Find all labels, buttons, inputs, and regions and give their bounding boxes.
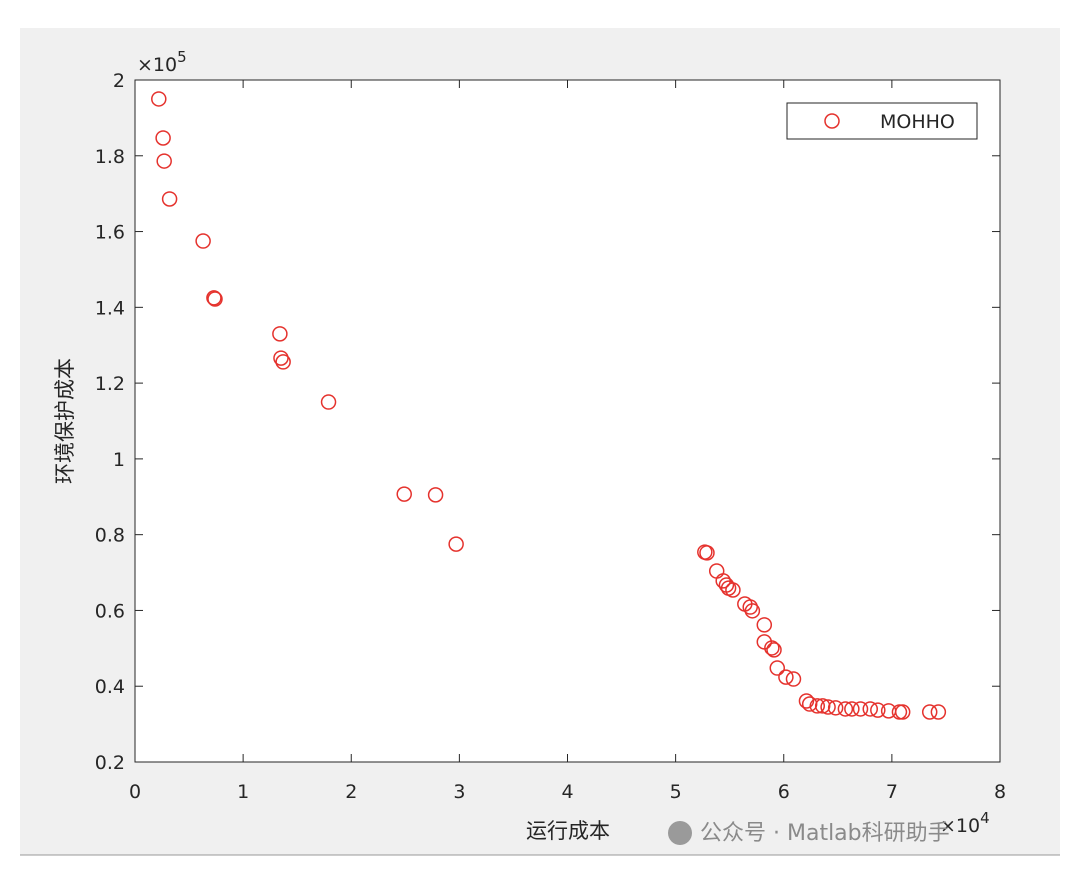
y-multiplier-exponent: 5 bbox=[177, 48, 187, 66]
scatter-point bbox=[725, 582, 741, 598]
x-multiplier-exponent: 4 bbox=[980, 809, 990, 827]
y-tick-label: 2 bbox=[113, 70, 125, 92]
scatter-point bbox=[742, 599, 758, 615]
y-tick-label: 1 bbox=[113, 449, 125, 471]
scatter-point bbox=[766, 642, 782, 658]
y-tick-label: 0.2 bbox=[95, 752, 125, 774]
y-tick-label: 0.8 bbox=[95, 525, 125, 547]
x-tick-label: 0 bbox=[129, 781, 141, 803]
y-tick-label: 1.8 bbox=[95, 146, 125, 168]
scatter-point bbox=[785, 671, 802, 687]
scatter-point bbox=[827, 700, 844, 716]
legend-marker bbox=[824, 113, 840, 129]
scatter-point bbox=[769, 660, 786, 676]
y-axis-label: 环境保护成本 bbox=[53, 358, 77, 484]
scatter-point bbox=[195, 233, 211, 249]
scatter-point bbox=[798, 693, 815, 709]
x-multiplier-base: ×10 bbox=[940, 815, 980, 837]
x-tick-label: 1 bbox=[237, 781, 249, 803]
scatter-point bbox=[921, 704, 938, 720]
scatter-point bbox=[930, 704, 947, 720]
scatter-point bbox=[156, 153, 172, 169]
scatter-point bbox=[837, 701, 854, 717]
x-tick-label: 3 bbox=[453, 781, 465, 803]
scatter-point bbox=[699, 545, 715, 561]
legend-box bbox=[786, 102, 978, 140]
x-tick-label: 7 bbox=[886, 781, 898, 803]
y-tick-label: 1.4 bbox=[95, 297, 125, 319]
x-tick-label: 4 bbox=[561, 781, 573, 803]
scatter-point bbox=[206, 290, 222, 306]
legend-label: MOHHO bbox=[880, 111, 955, 133]
watermark: 公众号 · Matlab科研助手 bbox=[668, 821, 950, 846]
scatter-point bbox=[448, 536, 464, 552]
watermark-text: 公众号 · Matlab科研助手 bbox=[700, 821, 950, 846]
y-tick-label: 1.2 bbox=[95, 373, 125, 395]
watermark-icon bbox=[668, 821, 692, 845]
scatter-point bbox=[161, 191, 178, 207]
scatter-point bbox=[852, 701, 869, 717]
x-multiplier: ×104 bbox=[940, 809, 990, 837]
axes-box bbox=[134, 79, 1001, 763]
scatter-point bbox=[273, 350, 289, 366]
scatter-point bbox=[894, 704, 911, 720]
x-axis-label: 运行成本 bbox=[526, 819, 610, 843]
scatter-point bbox=[809, 698, 826, 714]
scatter-point bbox=[155, 130, 171, 146]
y-multiplier: ×105 bbox=[137, 48, 187, 76]
scatter-point bbox=[320, 394, 337, 410]
y-tick-label: 1.6 bbox=[95, 222, 125, 244]
y-multiplier-base: ×10 bbox=[137, 54, 177, 76]
scatter-point bbox=[207, 291, 223, 307]
scatter-point bbox=[756, 617, 773, 633]
x-tick-label: 6 bbox=[778, 781, 790, 803]
y-tick-label: 0.6 bbox=[95, 600, 125, 622]
scatter-point bbox=[820, 699, 836, 715]
scatter-point bbox=[778, 669, 794, 685]
x-tick-label: 2 bbox=[345, 781, 357, 803]
scatter-point bbox=[862, 701, 878, 717]
scatter-point bbox=[396, 486, 412, 502]
x-tick-label: 5 bbox=[670, 781, 682, 803]
scatter-point bbox=[870, 702, 886, 718]
y-tick-label: 0.4 bbox=[95, 676, 125, 698]
scatter-point bbox=[275, 354, 291, 370]
scatter-point bbox=[744, 603, 761, 619]
scatter-point bbox=[151, 91, 167, 107]
x-tick-label: 8 bbox=[994, 781, 1006, 803]
scatter-point bbox=[427, 487, 444, 503]
scatter-point bbox=[764, 640, 780, 656]
scatter-point bbox=[272, 326, 288, 342]
scatter-point bbox=[844, 701, 860, 717]
